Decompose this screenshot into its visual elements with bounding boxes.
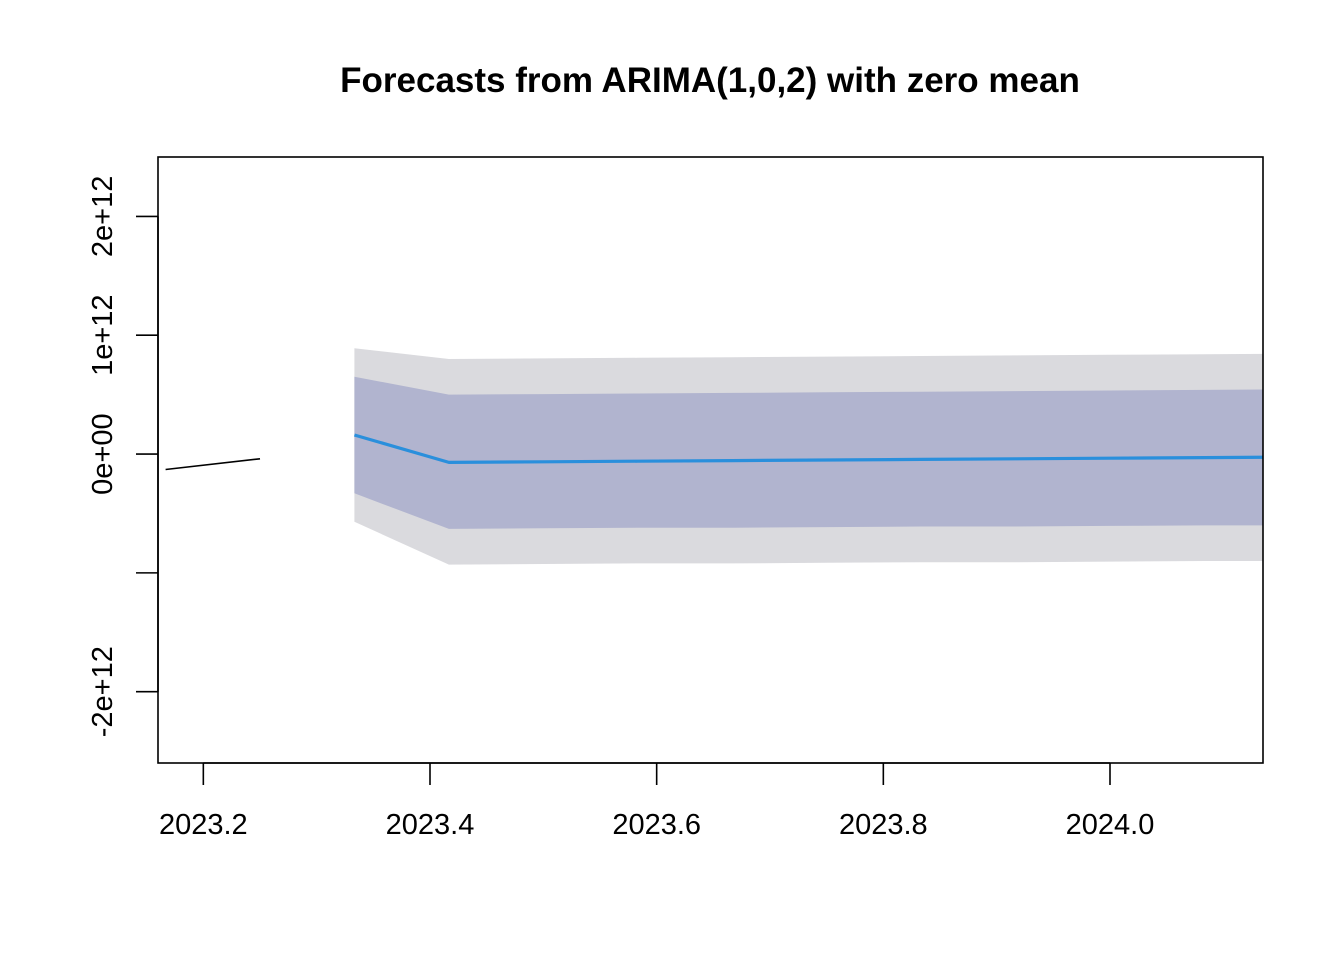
y-tick-label: 2e+12 xyxy=(87,176,119,257)
x-tick-label: 2023.4 xyxy=(386,809,475,841)
y-tick-label: -2e+12 xyxy=(87,646,119,737)
x-tick-label: 2023.6 xyxy=(612,809,701,841)
plot-area xyxy=(165,348,1263,565)
forecast-mean-line xyxy=(353,433,1263,464)
y-axis: -2e+12 0e+00 1e+12 2e+12 xyxy=(87,176,159,737)
x-tick-label: 2023.8 xyxy=(839,809,928,841)
x-tick-label: 2024.0 xyxy=(1066,809,1155,841)
band-80 xyxy=(354,376,1263,529)
y-tick-label: 1e+12 xyxy=(87,294,119,375)
x-axis: 2023.2 2023.4 2023.6 2023.8 2024.0 xyxy=(159,762,1155,841)
y-tick-label: 0e+00 xyxy=(87,413,119,494)
chart-title: Forecasts from ARIMA(1,0,2) with zero me… xyxy=(340,61,1080,100)
observed-series-line xyxy=(165,458,261,471)
x-tick-label: 2023.2 xyxy=(159,809,248,841)
